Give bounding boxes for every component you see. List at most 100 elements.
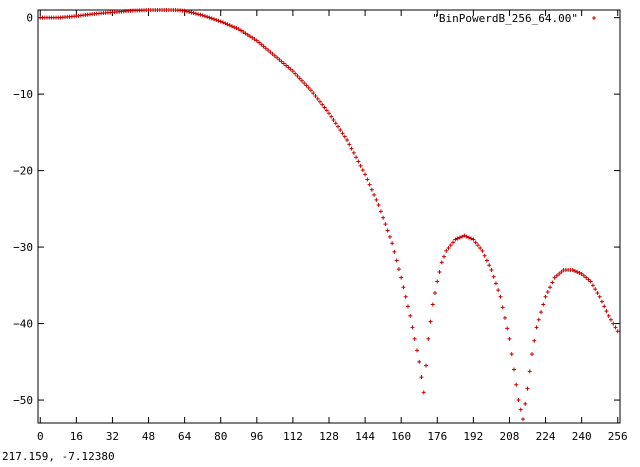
- plot-frame: [37, 9, 621, 424]
- data-point: [227, 23, 232, 28]
- data-point: [304, 83, 309, 88]
- data-point: [340, 131, 345, 136]
- data-point: [426, 336, 431, 341]
- data-point: [554, 273, 559, 278]
- x-tick-label: 32: [106, 430, 119, 443]
- data-point: [552, 275, 557, 280]
- data-point: [216, 18, 221, 23]
- data-point: [356, 159, 361, 164]
- data-point: [500, 305, 505, 310]
- x-tick-label: 16: [70, 430, 83, 443]
- data-point: [243, 31, 248, 36]
- data-point: [511, 367, 516, 372]
- x-tick-label: 240: [572, 430, 592, 443]
- data-point: [290, 69, 295, 74]
- data-point: [405, 304, 410, 309]
- data-point: [392, 249, 397, 254]
- data-point: [317, 99, 322, 104]
- data-point: [272, 53, 277, 58]
- data-point: [394, 258, 399, 263]
- data-point: [401, 285, 406, 290]
- x-tick-label: 224: [536, 430, 556, 443]
- data-point: [444, 248, 449, 253]
- data-point: [266, 48, 271, 53]
- data-point: [263, 46, 268, 51]
- data-point: [306, 85, 311, 90]
- data-point: [311, 91, 316, 96]
- data-point: [527, 369, 532, 374]
- data-point: [514, 382, 519, 387]
- data-point: [342, 134, 347, 139]
- data-point: [491, 274, 496, 279]
- data-point: [331, 117, 336, 122]
- data-point: [521, 417, 525, 422]
- data-point: [376, 203, 381, 208]
- legend-label: "BinPowerdB_256_64.00": [432, 12, 578, 25]
- data-point: [588, 279, 593, 284]
- data-point: [572, 268, 577, 273]
- data-point: [464, 234, 469, 239]
- data-point: [437, 269, 442, 274]
- data-point: [299, 78, 304, 83]
- data-point: [313, 94, 318, 99]
- data-point: [539, 310, 544, 315]
- data-point: [248, 34, 253, 39]
- data-point: [275, 55, 280, 60]
- data-point: [205, 14, 210, 19]
- data-point: [207, 15, 212, 20]
- data-point: [358, 163, 363, 168]
- data-point: [268, 50, 273, 55]
- data-point: [541, 302, 546, 307]
- x-tick-label: 176: [427, 430, 447, 443]
- data-point: [509, 352, 514, 357]
- data-point: [548, 285, 553, 290]
- data-point: [557, 271, 562, 276]
- data-point: [254, 38, 259, 43]
- data-point: [424, 363, 428, 368]
- data-point: [602, 304, 607, 309]
- data-point: [236, 27, 241, 32]
- data-point: [378, 209, 383, 214]
- x-tick-label: 128: [319, 430, 339, 443]
- data-point: [451, 240, 456, 245]
- data-point: [261, 44, 266, 49]
- data-point: [475, 243, 480, 248]
- data-point: [196, 12, 201, 17]
- data-point: [202, 14, 207, 19]
- data-point: [225, 22, 230, 27]
- data-point: [281, 61, 286, 66]
- data-point: [252, 37, 257, 42]
- data-point: [211, 17, 216, 22]
- data-point: [606, 313, 611, 318]
- data-point: [575, 269, 580, 274]
- data-point: [532, 338, 537, 343]
- data-point: [284, 63, 289, 68]
- data-point: [193, 11, 198, 16]
- data-point: [570, 268, 575, 273]
- data-point: [518, 407, 523, 412]
- data-point: [593, 287, 598, 292]
- data-point: [198, 12, 203, 17]
- data-point: [191, 11, 196, 16]
- data-point: [232, 25, 237, 30]
- y-tick-label: −20: [13, 165, 33, 178]
- data-point: [259, 42, 264, 47]
- data-point: [471, 237, 476, 242]
- data-point: [608, 317, 613, 322]
- data-point: [184, 9, 189, 14]
- data-point: [493, 281, 498, 286]
- data-point: [200, 13, 205, 18]
- data-point: [363, 172, 368, 177]
- x-tick-label: 160: [391, 430, 411, 443]
- data-point: [223, 21, 228, 26]
- data-point: [507, 336, 512, 341]
- data-point: [336, 124, 341, 129]
- data-point: [543, 294, 548, 299]
- data-point: [469, 236, 474, 241]
- legend-marker: [592, 16, 596, 20]
- x-tick-label: 144: [355, 430, 375, 443]
- x-tick-label: 48: [142, 430, 155, 443]
- data-point: [399, 275, 404, 280]
- data-point: [581, 273, 586, 278]
